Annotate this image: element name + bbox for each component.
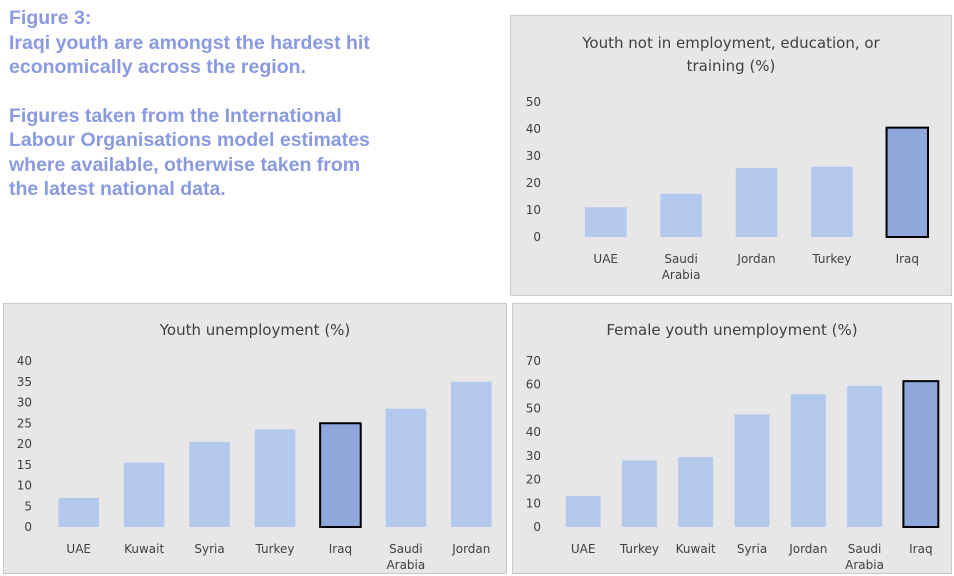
female-youth-unemployment-bar-7	[902, 380, 940, 528]
youth-unemployment-bar-6	[385, 408, 427, 527]
youth-unemployment-bar-5	[319, 422, 362, 528]
youth-unemployment-title-line-1: Youth unemployment (%)	[159, 321, 351, 339]
female-youth-unemployment-category-label-2: Turkey	[619, 542, 659, 556]
female-youth-unemployment-bar-5	[790, 394, 826, 527]
neet-title-line-1: Youth not in employment, education, or	[581, 34, 880, 52]
neet-category-label-2-line-2: Arabia	[662, 268, 701, 282]
youth-unemployment-bar-2	[123, 462, 165, 527]
youth-unemployment-chart: Youth unemployment (%) 0 5 10 15 20 25 30 35 40 UA…	[17, 321, 492, 572]
youth-unemployment-ytick-40: 40	[17, 354, 32, 368]
female-youth-unemployment-ytick-0: 0	[533, 520, 541, 534]
youth-unemployment-category-label-5: Iraq	[329, 542, 352, 556]
female-youth-unemployment-chart: Female youth unemployment (%) 0 10 20 30 40 50…	[526, 321, 940, 572]
figure-label: Figure 3:	[9, 7, 92, 29]
female-youth-unemployment-category-label-6-line-2: Arabia	[845, 558, 884, 572]
neet-bar-3	[735, 168, 778, 237]
female-youth-unemployment-bar-1	[565, 496, 601, 527]
neet-chart: Youth not in employment, education, or tr…	[526, 34, 930, 282]
youth-unemployment-ytick-35: 35	[17, 375, 32, 389]
female-youth-unemployment-category-label-7: Iraq	[909, 542, 932, 556]
youth-unemployment-chart-panel: Youth unemployment (%) 0 5 10 15 20 25 30 35 40 UA…	[3, 303, 507, 574]
neet-category-label-2: Saudi	[664, 252, 698, 266]
youth-unemployment-category-label-2: Kuwait	[124, 542, 164, 556]
youth-unemployment-ytick-10: 10	[17, 479, 32, 493]
neet-category-label-3: Jordan	[736, 252, 775, 266]
figure-headline-line-2: economically across the region.	[9, 56, 306, 78]
neet-ytick-10: 10	[526, 203, 541, 217]
female-youth-unemployment-title-line-1: Female youth unemployment (%)	[606, 321, 857, 339]
neet-ytick-0: 0	[533, 230, 541, 244]
female-youth-unemployment-category-label-4: Syria	[737, 542, 767, 556]
youth-unemployment-bar-1	[58, 497, 99, 527]
neet-ytick-20: 20	[526, 176, 541, 190]
female-youth-unemployment-ytick-70: 70	[526, 354, 541, 368]
figure-note-line-1: Figures taken from the International	[9, 104, 342, 127]
female-youth-unemployment-ytick-40: 40	[526, 425, 541, 439]
youth-unemployment-ytick-15: 15	[17, 458, 32, 472]
female-youth-unemployment-category-label-3: Kuwait	[676, 542, 716, 556]
female-youth-unemployment-chart-panel: Female youth unemployment (%) 0 10 20 30 40 50…	[512, 303, 952, 574]
female-youth-unemployment-ytick-50: 50	[526, 401, 541, 415]
figure-caption: Figure 3: Iraqi youth are amongst the ha…	[9, 6, 489, 202]
neet-ytick-40: 40	[526, 122, 541, 136]
youth-unemployment-category-label-4: Turkey	[254, 542, 294, 556]
female-youth-unemployment-category-label-6: Saudi	[848, 542, 882, 556]
figure-note-line-4: the latest national data.	[9, 178, 226, 200]
youth-unemployment-ytick-20: 20	[17, 437, 32, 451]
female-youth-unemployment-category-label-1: UAE	[571, 542, 596, 556]
female-youth-unemployment-category-label-5: Jordan	[788, 542, 827, 556]
youth-unemployment-ytick-25: 25	[17, 416, 32, 430]
female-youth-unemployment-ytick-10: 10	[526, 496, 541, 510]
youth-unemployment-category-label-3: Syria	[194, 542, 224, 556]
female-youth-unemployment-bar-6	[847, 385, 883, 527]
neet-ytick-50: 50	[526, 95, 541, 109]
youth-unemployment-category-label-6-line-2: Arabia	[386, 558, 425, 572]
neet-title-line-2: training (%)	[687, 57, 776, 75]
neet-bar-4	[811, 166, 853, 237]
figure-headline-line-1: Iraqi youth are amongst the hardest hit	[9, 31, 370, 54]
youth-unemployment-ytick-0: 0	[24, 520, 32, 534]
female-youth-unemployment-bar-4	[734, 414, 770, 527]
youth-unemployment-category-label-6: Saudi	[389, 542, 423, 556]
youth-unemployment-ytick-30: 30	[17, 396, 32, 410]
youth-unemployment-category-label-1: UAE	[66, 542, 91, 556]
youth-unemployment-bar-7	[451, 381, 492, 527]
neet-category-label-1: UAE	[593, 252, 618, 266]
youth-unemployment-bar-3	[189, 441, 230, 527]
figure-note-line-2: Labour Organisations model estimates	[9, 129, 370, 151]
female-youth-unemployment-bar-2	[621, 460, 657, 527]
female-youth-unemployment-bar-3	[678, 457, 714, 527]
neet-category-label-4: Turkey	[811, 252, 851, 266]
neet-ytick-30: 30	[526, 149, 541, 163]
youth-unemployment-ytick-5: 5	[24, 499, 32, 513]
youth-unemployment-bar-4	[254, 429, 296, 527]
neet-bar-2	[660, 193, 702, 237]
figure-note-line-3: where available, otherwise taken from	[9, 153, 361, 176]
youth-unemployment-category-label-7: Jordan	[451, 542, 490, 556]
neet-bar-1	[584, 207, 627, 237]
female-youth-unemployment-ytick-30: 30	[526, 449, 541, 463]
female-youth-unemployment-ytick-20: 20	[526, 473, 541, 487]
neet-category-label-5: Iraq	[896, 252, 919, 266]
neet-chart-panel: Youth not in employment, education, or tr…	[510, 15, 952, 296]
neet-bar-5	[885, 126, 930, 238]
female-youth-unemployment-ytick-60: 60	[526, 378, 541, 392]
